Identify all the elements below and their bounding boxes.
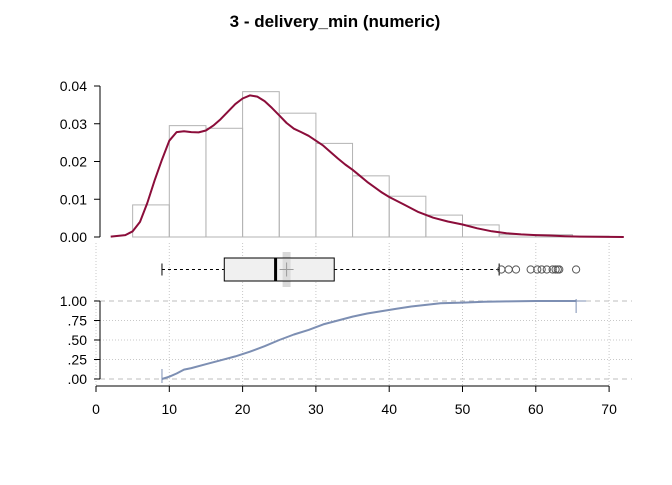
ecdf-y-tick-label-0: .00 xyxy=(68,371,88,387)
outlier-point-4 xyxy=(533,265,542,274)
histogram-bar-8 xyxy=(425,214,464,238)
outlier-point-2 xyxy=(511,265,521,274)
histogram-y-tick-label-1: 0.01 xyxy=(60,191,87,207)
ecdf-curve xyxy=(161,300,577,380)
x-tick-label-0: 0 xyxy=(92,401,100,417)
histogram-y-tick-label-4: 0.04 xyxy=(60,78,87,94)
histogram-y-tick-label-2: 0.02 xyxy=(60,154,87,170)
histogram-bar-0 xyxy=(132,204,170,238)
x-tick-label-7: 70 xyxy=(601,401,617,417)
outlier-point-8 xyxy=(551,265,560,274)
ecdf-y-tick-label-1: .25 xyxy=(68,352,88,368)
histogram-bar-4 xyxy=(278,112,317,238)
histogram-bar-5 xyxy=(315,142,354,238)
x-tick-label-1: 10 xyxy=(162,401,178,417)
outlier-point-11 xyxy=(572,265,581,274)
outlier-point-7 xyxy=(548,265,557,274)
ecdf-y-tick-label-2: .50 xyxy=(68,332,88,348)
histogram-bar-3 xyxy=(242,91,280,238)
x-tick-label-4: 40 xyxy=(381,401,397,417)
ecdf-y-tick-label-4: 1.00 xyxy=(60,293,87,309)
histogram-y-tick-label-0: 0.00 xyxy=(60,229,87,245)
x-tick-label-3: 30 xyxy=(308,401,324,417)
outlier-point-3 xyxy=(526,265,535,274)
histogram-bar-1 xyxy=(168,125,207,238)
histogram-bar-7 xyxy=(388,195,427,238)
histogram-panel: 0.00 0.01 0.02 0.03 0.04 xyxy=(60,78,624,245)
x-tick-label-6: 60 xyxy=(528,401,544,417)
outlier-point-10 xyxy=(555,265,564,274)
histogram-bar-2 xyxy=(205,127,244,238)
x-tick-label-2: 20 xyxy=(235,401,251,417)
chart-title: 3 - delivery_min (numeric) xyxy=(230,12,441,31)
outlier-point-5 xyxy=(537,265,546,274)
histogram-y-axis: 0.00 0.01 0.02 0.03 0.04 xyxy=(60,78,101,245)
outlier-point-1 xyxy=(504,265,513,274)
ecdf-panel: .00 .25 .50 .75 1.00 xyxy=(60,293,587,387)
ecdf-y-axis: .00 .25 .50 .75 1.00 xyxy=(60,293,101,387)
outlier-point-6 xyxy=(542,265,551,274)
x-axis: 0 10 20 30 40 50 60 70 xyxy=(92,385,617,417)
histogram-y-tick-label-3: 0.03 xyxy=(60,116,87,132)
density-curve xyxy=(110,94,624,238)
ecdf-y-tick-label-3: .75 xyxy=(68,313,88,329)
x-tick-label-5: 50 xyxy=(455,401,471,417)
box-iqr xyxy=(223,257,335,282)
histogram-bar-9 xyxy=(462,224,500,238)
boxplot-panel xyxy=(161,252,581,287)
